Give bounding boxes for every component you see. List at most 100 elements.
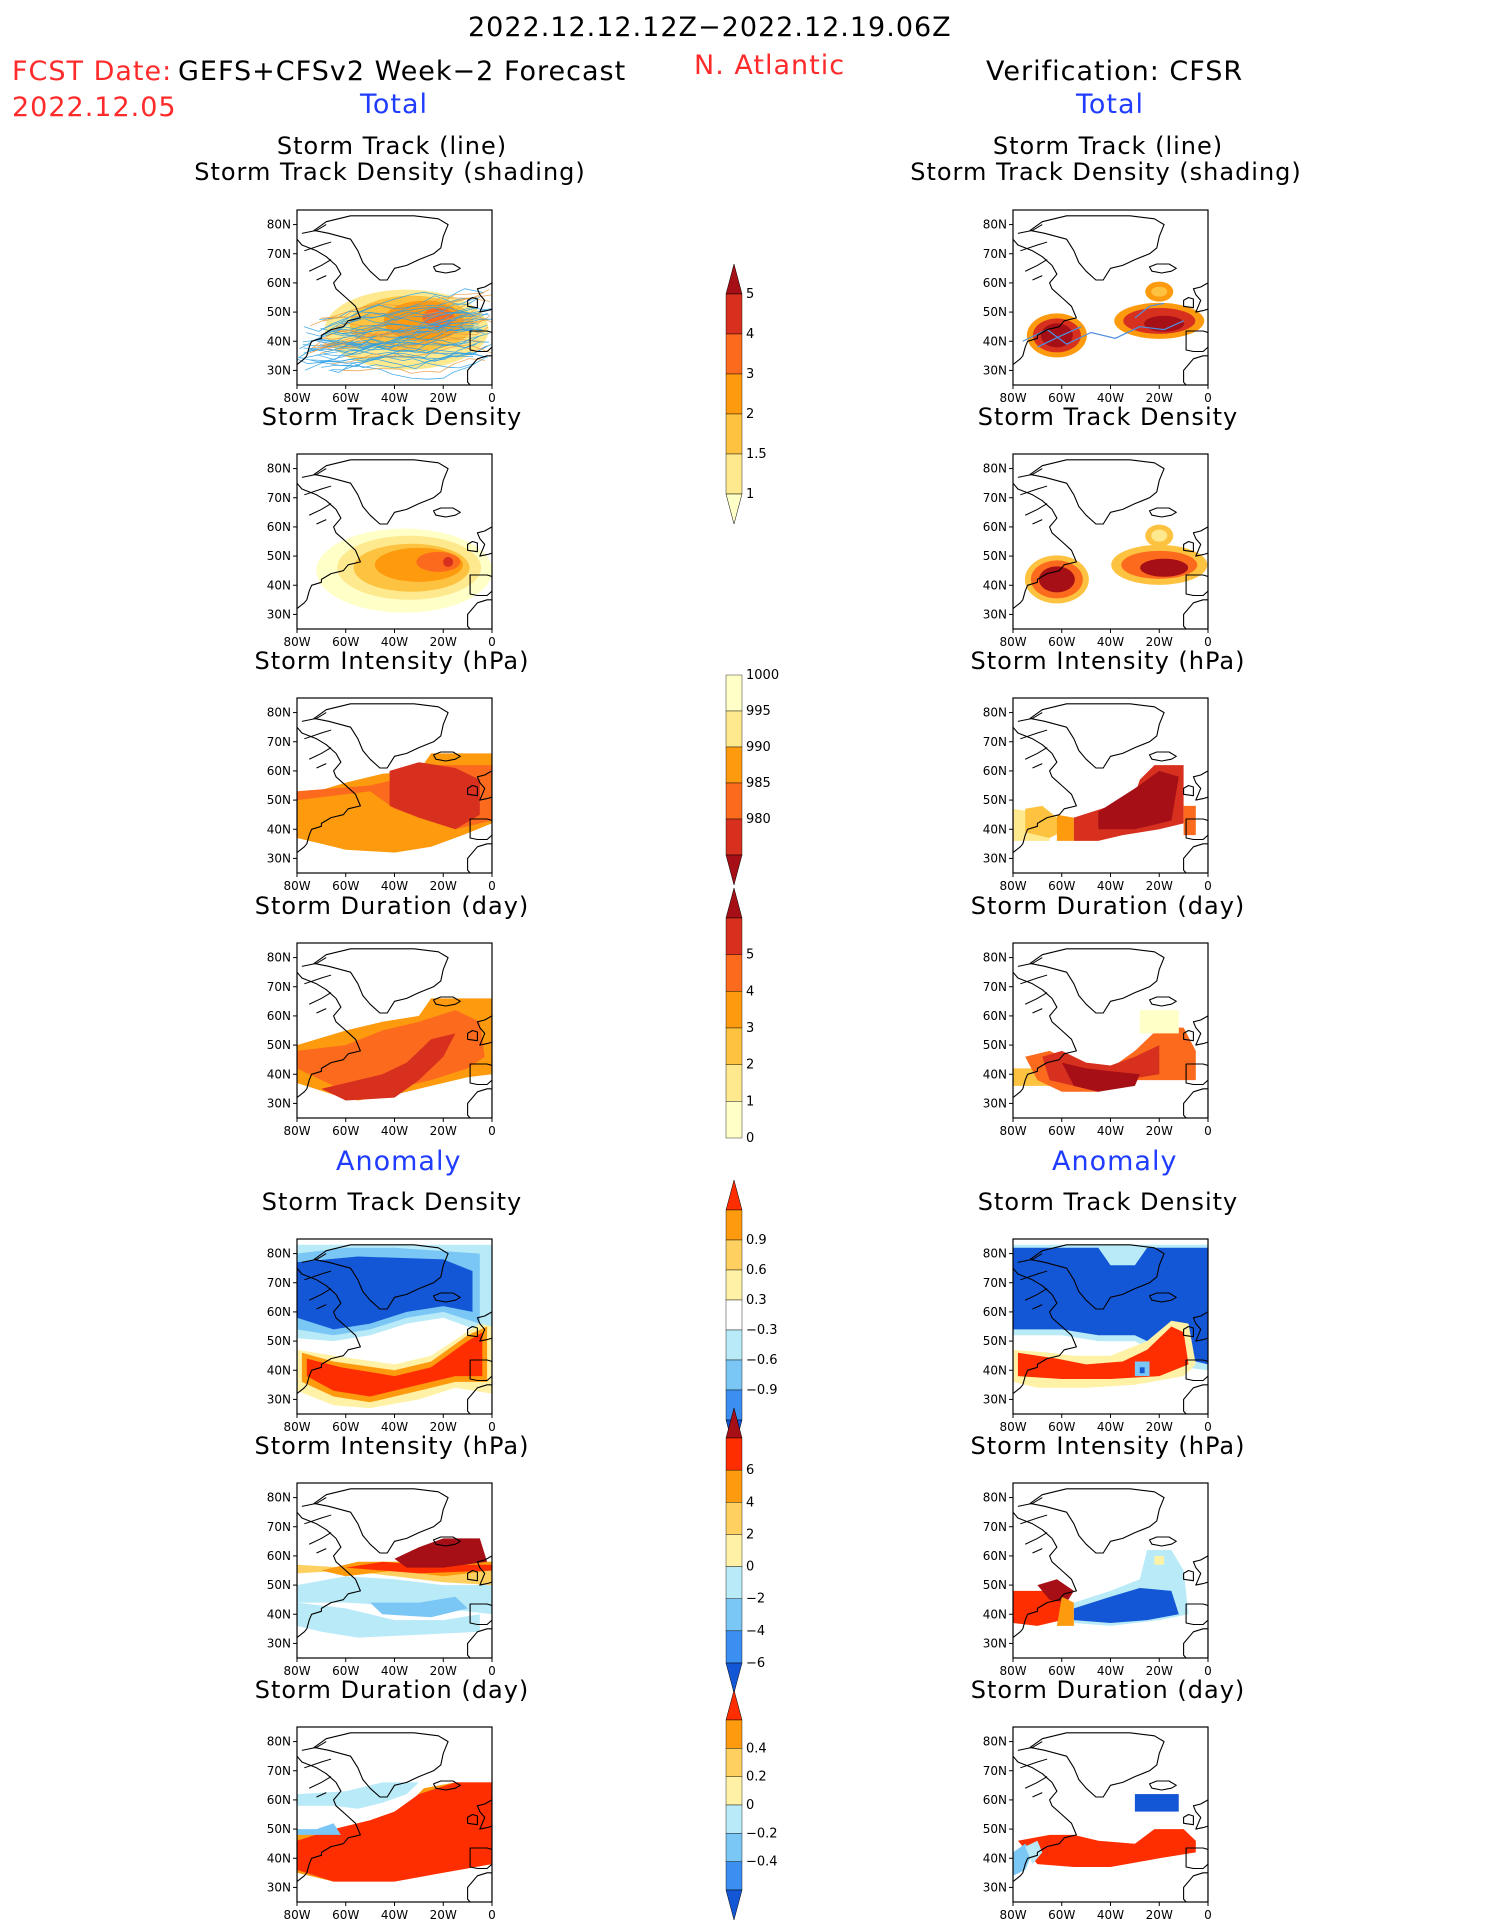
north-america-coastline <box>297 1755 361 1883</box>
colorbar-duration: 5 4 3 2 1 0 <box>712 887 792 1172</box>
x-tick-label: 20W <box>1146 1908 1173 1922</box>
x-tick-label: 40W <box>1097 1908 1124 1922</box>
colorbar-label: −4 <box>746 1624 765 1639</box>
x-tick-label: 20W <box>1146 1664 1173 1678</box>
x-tick-label: 20W <box>1146 391 1173 405</box>
x-tick-label: 80W <box>283 879 310 893</box>
x-tick-label: 60W <box>332 1908 359 1922</box>
y-tick-label: 30N <box>983 607 1007 621</box>
map-shading <box>297 288 492 380</box>
storm-track-line <box>298 352 487 368</box>
storm-track-line <box>1134 302 1165 319</box>
ireland-coastline <box>1183 1029 1194 1042</box>
britain-coastline <box>1192 1555 1208 1586</box>
y-tick-label: 50N <box>983 1578 1007 1592</box>
storm-track-line <box>327 307 469 332</box>
map-svg: 80W 60W 40W 20W 0 80N 70N 60N 50N 40N 30N <box>267 209 496 405</box>
north-america-coastline <box>1013 726 1077 854</box>
island-coastline <box>304 1270 332 1281</box>
y-tick-label: 30N <box>983 363 1007 377</box>
x-tick-label: 40W <box>1097 879 1124 893</box>
map-area: 80W 60W 40W 20W 0 80N 70N 60N 50N 40N 30N <box>267 1726 496 1922</box>
y-tick-label: 40N <box>267 1851 291 1865</box>
colorbar-segment <box>725 1776 743 1806</box>
right-total-label: Total <box>1076 89 1145 120</box>
y-tick-label: 80N <box>267 1735 291 1749</box>
colorbar-segment <box>725 746 743 784</box>
africa-coastline <box>467 355 492 385</box>
data-shading <box>1183 805 1196 836</box>
north-america-coastline <box>297 1511 361 1639</box>
x-tick-label: 0 <box>488 879 496 893</box>
x-tick-label: 60W <box>1048 391 1075 405</box>
y-tick-label: 30N <box>983 1096 1007 1110</box>
storm-track-line <box>302 314 477 348</box>
ireland-coastline <box>1183 784 1194 797</box>
storm-track-line <box>1037 326 1082 348</box>
colorbar-segment <box>725 1239 743 1271</box>
britain-coastline <box>476 282 492 313</box>
island-coastline <box>308 1776 332 1789</box>
africa-coastline <box>1183 355 1208 385</box>
colorbar-segment <box>725 1329 743 1361</box>
island-coastline <box>316 275 327 281</box>
panel-title-verif-track-shading: Storm Track Density (shading) <box>910 158 1302 186</box>
storm-track-line <box>314 327 489 341</box>
iberia-coastline <box>1185 1847 1208 1870</box>
x-tick-label: 60W <box>1048 1908 1075 1922</box>
north-america-coastline <box>1013 238 1077 366</box>
y-tick-label: 60N <box>267 1793 291 1807</box>
x-tick-label: 40W <box>1097 635 1124 649</box>
y-tick-label: 70N <box>983 735 1007 749</box>
x-tick-label: 60W <box>332 1124 359 1138</box>
iceland-coastline <box>1148 1292 1177 1303</box>
map-panel-fcst-intensity: 80W 60W 40W 20W 0 80N 70N 60N 50N 40N 30N <box>257 690 500 895</box>
y-tick-label: 60N <box>983 1305 1007 1319</box>
y-tick-label: 60N <box>983 1549 1007 1563</box>
island-coastline <box>1020 1270 1048 1281</box>
colorbar-arrow-top <box>725 1407 743 1439</box>
iberia-coastline <box>469 330 492 353</box>
y-tick-label: 70N <box>267 980 291 994</box>
period-title: 2022.12.12.12Z−2022.12.19.06Z <box>468 12 952 43</box>
greenland-coastline <box>1029 948 1165 1014</box>
y-tick-label: 60N <box>267 520 291 534</box>
colorbar-label: 0.2 <box>746 1770 767 1785</box>
y-tick-label: 70N <box>983 1276 1007 1290</box>
panel-title-verif-intensity: Storm Intensity (hPa) <box>970 647 1246 675</box>
x-tick-label: 0 <box>488 1124 496 1138</box>
island-coastline <box>301 957 327 967</box>
ireland-coastline <box>1183 540 1194 553</box>
africa-coastline <box>1183 1384 1208 1414</box>
y-tick-label: 30N <box>267 607 291 621</box>
colorbar-label: 1000 <box>746 668 779 683</box>
y-tick-label: 70N <box>983 1520 1007 1534</box>
map-panel-verif-duration: 80W 60W 40W 20W 0 80N 70N 60N 50N 40N 30N <box>973 935 1216 1140</box>
x-tick-label: 0 <box>1204 1664 1212 1678</box>
y-tick-label: 80N <box>267 951 291 965</box>
ireland-coastline <box>467 1813 478 1826</box>
britain-coastline <box>1192 282 1208 313</box>
map-svg: 80W 60W 40W 20W 0 80N 70N 60N 50N 40N 30N <box>983 1482 1212 1678</box>
x-tick-label: 40W <box>381 391 408 405</box>
colorbar-segment <box>725 373 743 415</box>
colorbar-segment <box>725 1469 743 1503</box>
x-tick-label: 40W <box>1097 391 1124 405</box>
y-tick-label: 60N <box>983 1793 1007 1807</box>
ireland-coastline <box>467 1325 478 1338</box>
island-coastline <box>1032 1008 1043 1014</box>
data-shading <box>1098 770 1179 830</box>
coastlines <box>1013 1244 1208 1414</box>
colorbar-segment <box>725 818 743 856</box>
colorbar-segment <box>725 1269 743 1301</box>
y-tick-label: 40N <box>983 334 1007 348</box>
north-america-coastline <box>1013 1267 1077 1395</box>
iberia-coastline <box>1185 1063 1208 1086</box>
island-coastline <box>304 485 332 496</box>
coastlines <box>297 948 492 1118</box>
colorbar-label: 5 <box>746 948 754 963</box>
panel-title-fcst-anom-intensity: Storm Intensity (hPa) <box>254 1432 530 1460</box>
colorbar-label: 4 <box>746 984 754 999</box>
island-coastline <box>1017 1253 1043 1263</box>
map-svg: 80W 60W 40W 20W 0 80N 70N 60N 50N 40N 30N <box>267 942 496 1138</box>
